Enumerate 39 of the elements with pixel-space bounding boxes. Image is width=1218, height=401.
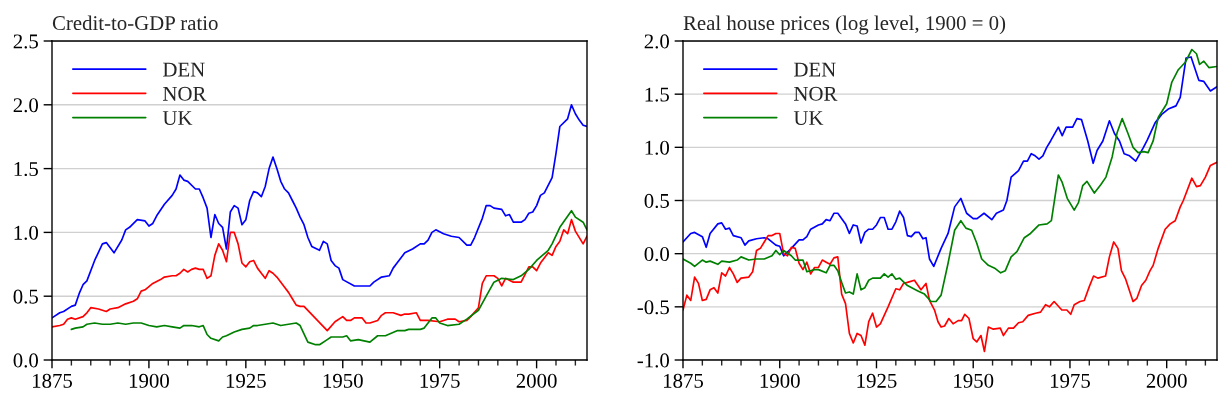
legend-label: UK	[162, 111, 193, 126]
x-tick-label: 1925	[857, 373, 897, 388]
x-tick-label: 1950	[323, 373, 363, 388]
legend-label: NOR	[794, 86, 838, 101]
y-tick-label: 1.0	[645, 140, 670, 155]
y-tick-label: 2.5	[13, 34, 38, 49]
x-tick-label: 1875	[664, 373, 704, 388]
line-series	[52, 103, 587, 319]
y-tick-label: 1.0	[14, 225, 39, 240]
chart-title: Real house prices (log level, 1900 = 0)	[683, 15, 1006, 35]
y-tick-label: 0.0	[13, 353, 39, 368]
line-series	[683, 56, 1217, 268]
x-tick-label: 1975	[420, 373, 460, 388]
line-series	[683, 161, 1217, 353]
y-tick-label: 0.5	[644, 193, 669, 209]
chart-title: Credit-to-GDP ratio	[52, 15, 218, 31]
legend-label: DEN	[163, 62, 205, 77]
y-tick-label: -0.5	[637, 300, 669, 315]
line-series	[70, 209, 587, 346]
y-tick-label: 1.5	[645, 87, 669, 102]
y-tick-label: 2.0	[13, 98, 39, 113]
line-series	[683, 48, 1217, 303]
x-tick-label: 1875	[33, 373, 73, 388]
y-tick-label: 1.5	[14, 162, 38, 177]
y-tick-label: -1.0	[637, 353, 670, 368]
y-tick-label: 2.0	[644, 34, 670, 49]
x-tick-label: 1900	[129, 373, 169, 388]
y-tick-label: 0.0	[644, 247, 670, 262]
x-tick-label: 1925	[226, 373, 266, 388]
x-tick-label: 1950	[954, 373, 994, 388]
x-tick-label: 1975	[1050, 373, 1090, 388]
legend-label: NOR	[163, 86, 207, 101]
line-series	[52, 218, 587, 332]
x-tick-label: 2000	[516, 373, 557, 388]
y-tick-label: 0.5	[13, 289, 38, 304]
legend-label: DEN	[794, 62, 836, 77]
x-tick-label: 2000	[1146, 373, 1187, 388]
x-tick-label: 1900	[760, 373, 800, 388]
legend-label: UK	[793, 111, 824, 126]
